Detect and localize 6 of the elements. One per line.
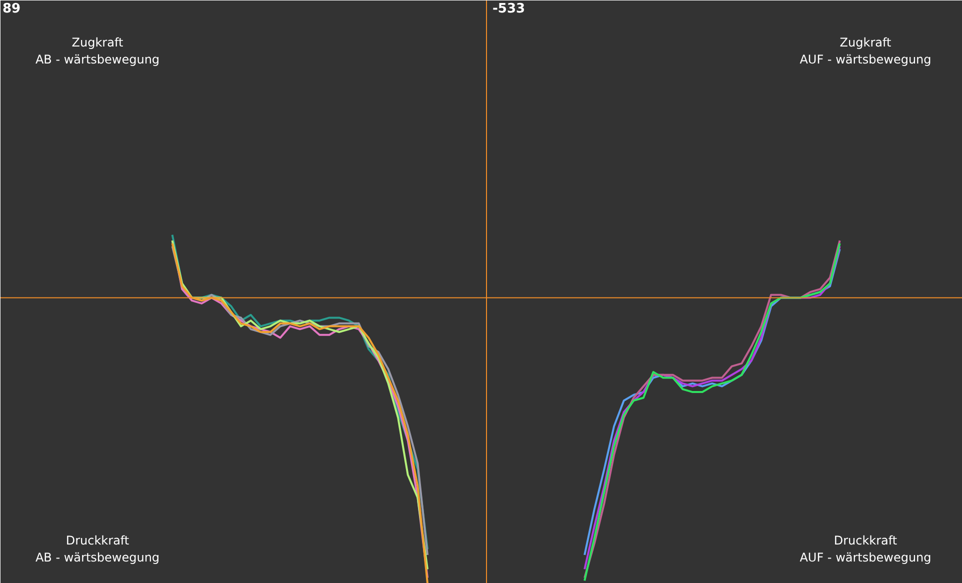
text: Zugkraft AB - wärtsbewegung: [35, 36, 160, 66]
annotation: Druckkraft AUF - wärtsbewegung: [800, 534, 932, 564]
text: -533: [492, 2, 526, 16]
text: 89: [2, 2, 21, 16]
annotation: Druckkraft AB - wärtsbewegung: [35, 534, 160, 564]
text: Zugkraft AUF - wärtsbewegung: [800, 36, 932, 66]
